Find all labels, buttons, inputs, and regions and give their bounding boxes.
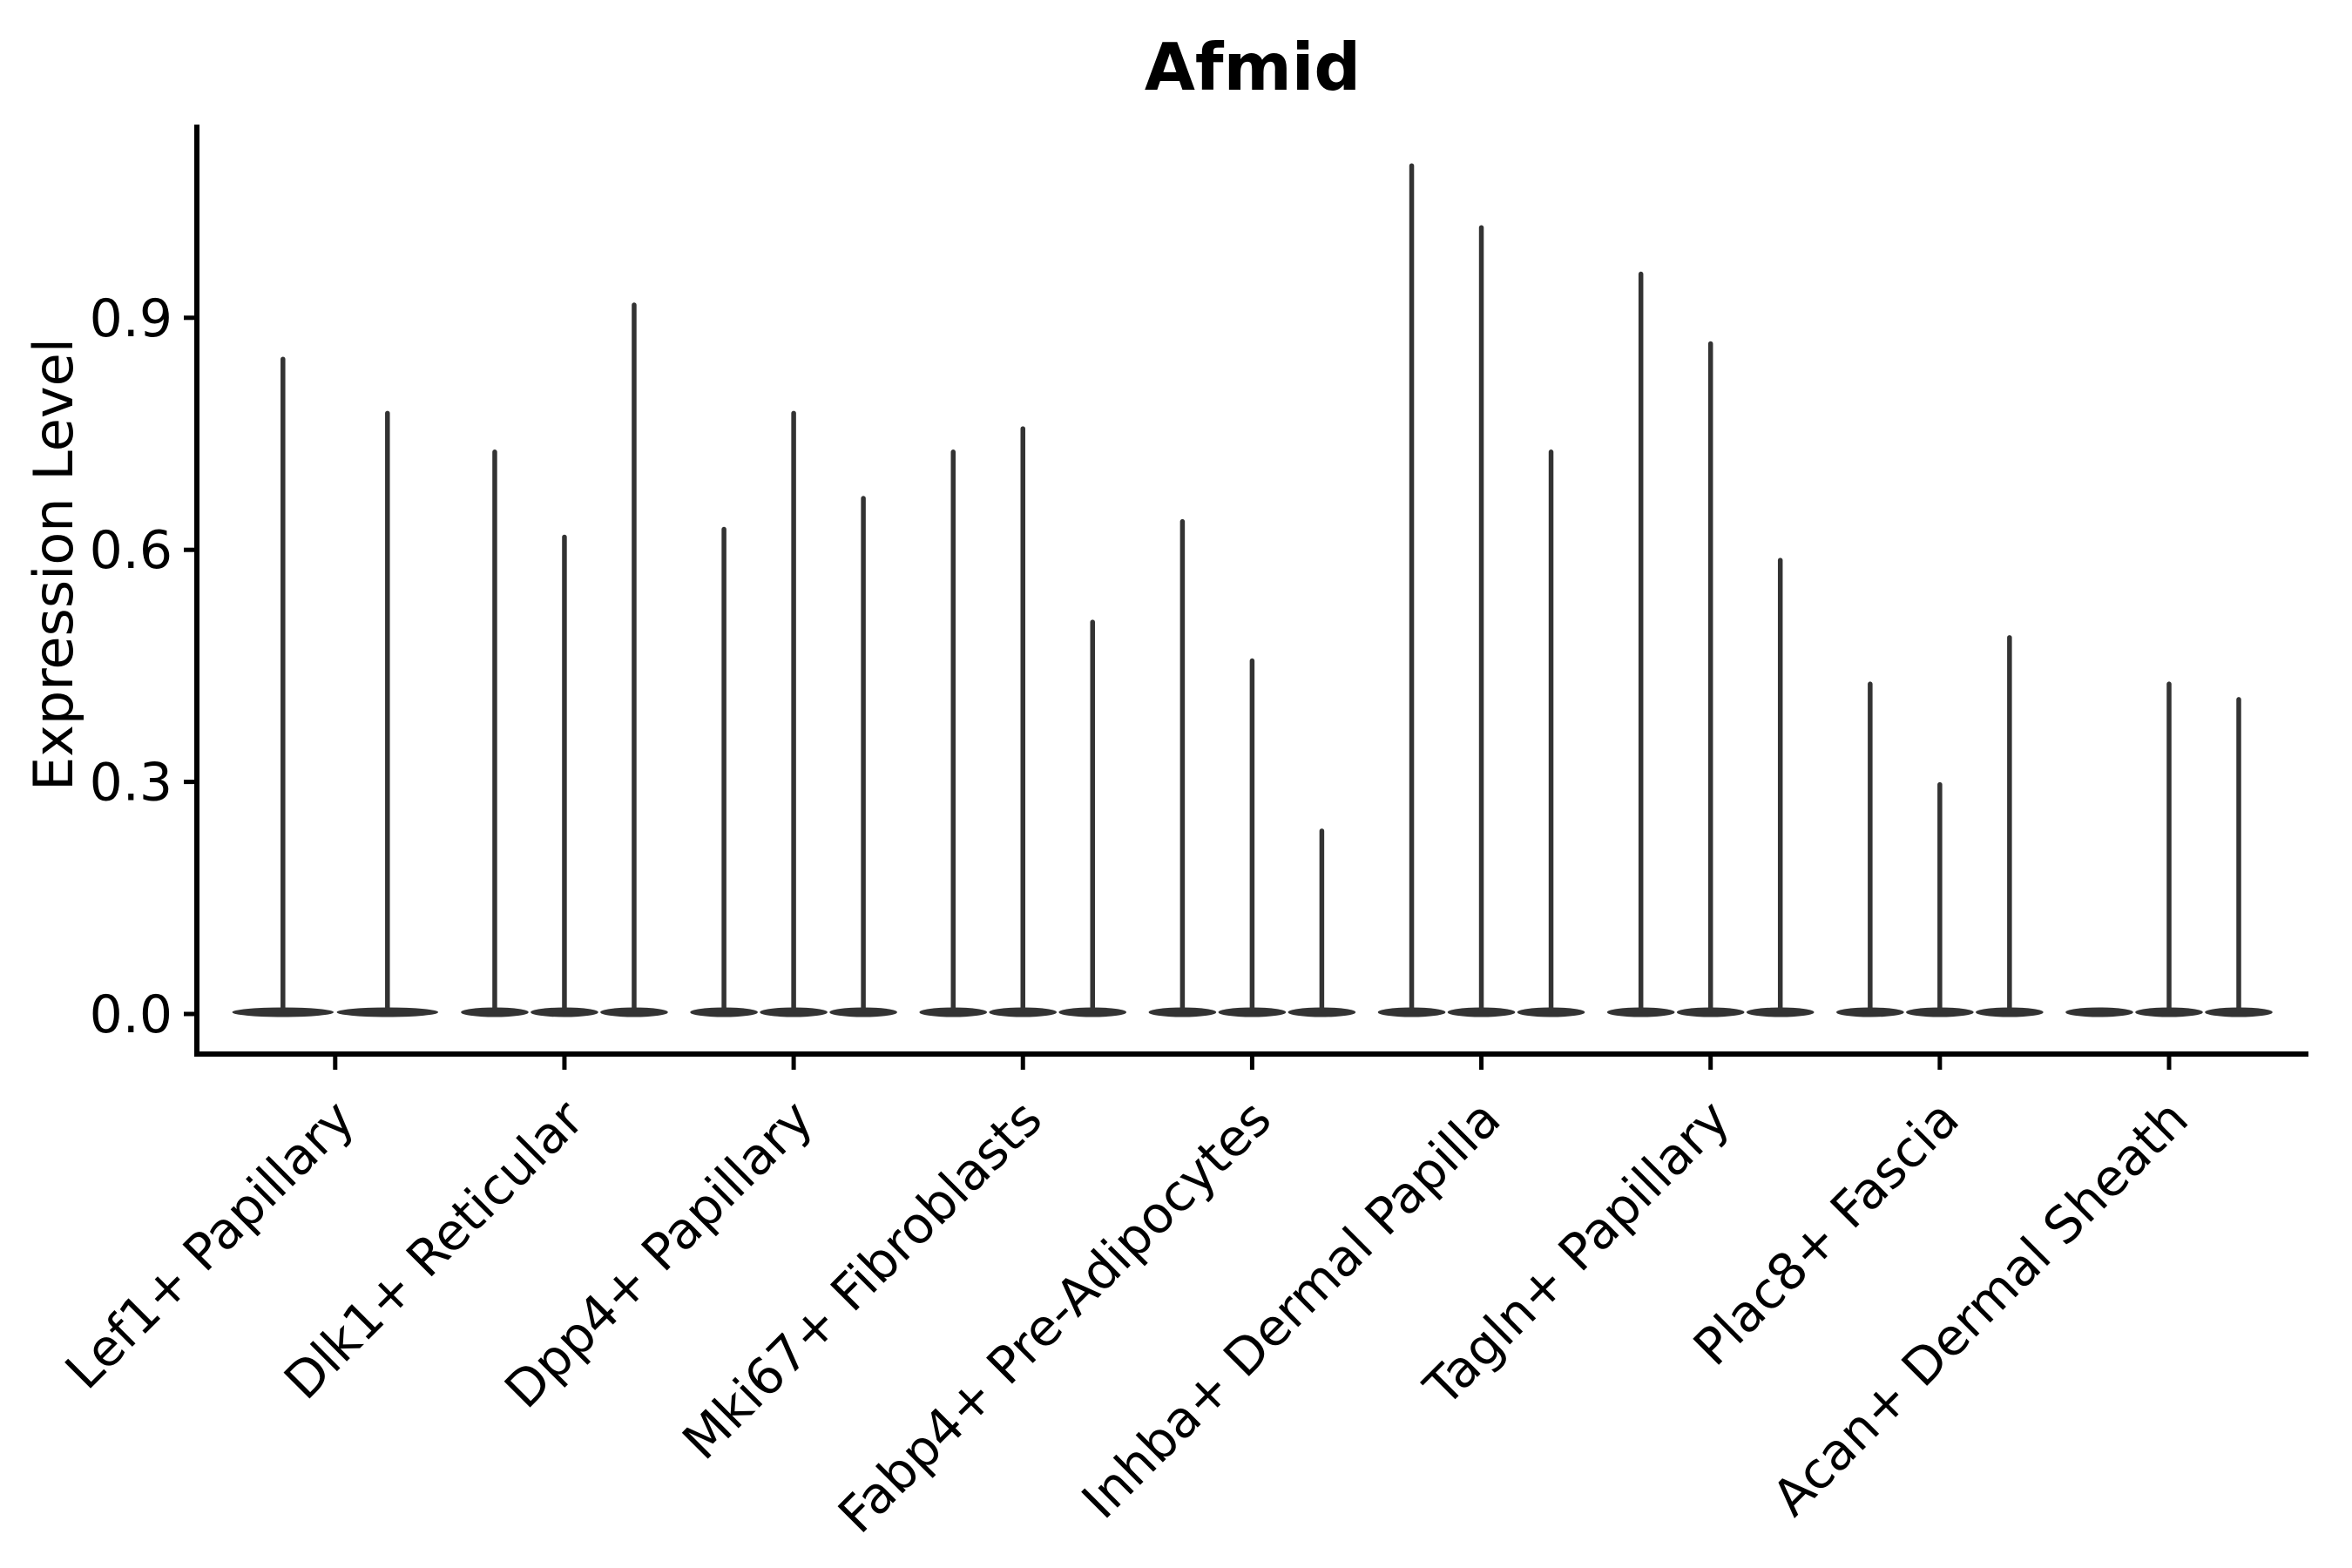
x-tick-label: Inhba+ Dermal Papilla bbox=[1071, 1089, 1512, 1531]
violin-base bbox=[2065, 1007, 2133, 1017]
chart-title: Afmid bbox=[1144, 29, 1362, 105]
x-tick-label: Acan+ Dermal Sheath bbox=[1761, 1089, 2199, 1527]
y-tick-label: 0.3 bbox=[90, 753, 172, 814]
y-tick-label: 0.9 bbox=[90, 288, 172, 349]
y-tick-label: 0.6 bbox=[90, 520, 172, 581]
x-tick-label: Fabp4+ Pre-Adipocytes bbox=[827, 1089, 1282, 1544]
y-tick-label: 0.0 bbox=[90, 984, 172, 1045]
